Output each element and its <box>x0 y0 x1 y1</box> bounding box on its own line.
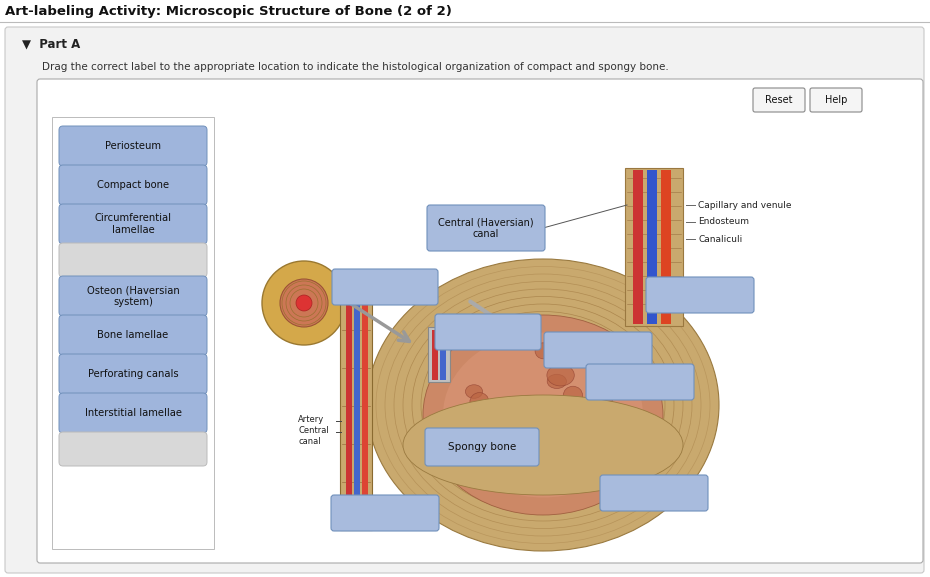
FancyBboxPatch shape <box>59 276 207 316</box>
Text: Endosteum: Endosteum <box>698 218 749 227</box>
Text: Central (Haversian)
canal: Central (Haversian) canal <box>438 217 534 239</box>
FancyBboxPatch shape <box>428 327 450 382</box>
FancyBboxPatch shape <box>59 165 207 205</box>
FancyBboxPatch shape <box>37 79 923 563</box>
Ellipse shape <box>547 374 566 388</box>
Ellipse shape <box>517 396 539 412</box>
FancyBboxPatch shape <box>346 277 352 525</box>
Ellipse shape <box>478 417 505 428</box>
Text: Periosteum: Periosteum <box>105 141 161 151</box>
Text: ▼  Part A: ▼ Part A <box>22 38 80 51</box>
Text: Artery: Artery <box>298 415 325 424</box>
FancyBboxPatch shape <box>600 475 708 511</box>
Ellipse shape <box>367 259 719 551</box>
Ellipse shape <box>547 365 575 386</box>
Ellipse shape <box>470 432 483 446</box>
FancyBboxPatch shape <box>354 277 360 525</box>
FancyBboxPatch shape <box>427 205 545 251</box>
FancyBboxPatch shape <box>661 170 671 324</box>
Text: Art-labeling Activity: Microscopic Structure of Bone (2 of 2): Art-labeling Activity: Microscopic Struc… <box>5 5 452 18</box>
Text: Compact bone: Compact bone <box>97 180 169 190</box>
FancyBboxPatch shape <box>52 117 214 549</box>
Ellipse shape <box>505 459 530 473</box>
Ellipse shape <box>568 455 586 466</box>
FancyBboxPatch shape <box>440 330 446 380</box>
Text: Perforating canals: Perforating canals <box>87 369 179 379</box>
FancyBboxPatch shape <box>59 243 207 277</box>
Text: Central: Central <box>298 426 328 435</box>
Ellipse shape <box>590 409 609 428</box>
FancyBboxPatch shape <box>59 315 207 355</box>
Ellipse shape <box>536 445 559 460</box>
FancyBboxPatch shape <box>425 428 539 466</box>
Ellipse shape <box>519 467 534 485</box>
FancyBboxPatch shape <box>435 314 541 350</box>
FancyBboxPatch shape <box>432 330 438 380</box>
FancyBboxPatch shape <box>646 277 754 313</box>
Text: Canaliculi: Canaliculi <box>698 234 742 243</box>
FancyBboxPatch shape <box>59 393 207 433</box>
Text: Spongy bone: Spongy bone <box>448 442 516 452</box>
Circle shape <box>296 295 312 311</box>
Ellipse shape <box>488 402 513 421</box>
Ellipse shape <box>475 403 502 413</box>
Ellipse shape <box>604 430 629 452</box>
Text: Drag the correct label to the appropriate location to indicate the histological : Drag the correct label to the appropriat… <box>42 62 669 72</box>
Ellipse shape <box>478 406 496 421</box>
Ellipse shape <box>403 395 683 495</box>
Text: Interstitial lamellae: Interstitial lamellae <box>85 408 181 418</box>
Ellipse shape <box>470 392 489 412</box>
FancyBboxPatch shape <box>332 269 438 305</box>
FancyBboxPatch shape <box>59 204 207 244</box>
FancyBboxPatch shape <box>59 432 207 466</box>
Ellipse shape <box>517 440 545 457</box>
Ellipse shape <box>443 332 643 497</box>
Ellipse shape <box>423 315 663 515</box>
FancyBboxPatch shape <box>810 88 862 112</box>
Text: Reset: Reset <box>765 95 792 105</box>
FancyBboxPatch shape <box>59 126 207 166</box>
FancyBboxPatch shape <box>753 88 805 112</box>
Ellipse shape <box>591 395 613 414</box>
FancyBboxPatch shape <box>625 168 683 326</box>
Ellipse shape <box>456 437 476 456</box>
FancyBboxPatch shape <box>647 170 657 324</box>
Ellipse shape <box>596 405 622 417</box>
Text: Capillary and venule: Capillary and venule <box>698 200 791 209</box>
FancyBboxPatch shape <box>5 27 924 573</box>
Ellipse shape <box>465 385 483 398</box>
Ellipse shape <box>564 386 582 405</box>
Text: Help: Help <box>825 95 847 105</box>
Text: Osteon (Haversian
system): Osteon (Haversian system) <box>86 285 179 307</box>
Circle shape <box>262 261 346 345</box>
Ellipse shape <box>495 402 519 417</box>
FancyBboxPatch shape <box>633 170 643 324</box>
Ellipse shape <box>535 343 551 359</box>
Circle shape <box>280 279 328 327</box>
FancyBboxPatch shape <box>59 354 207 394</box>
FancyBboxPatch shape <box>340 272 372 530</box>
FancyBboxPatch shape <box>331 495 439 531</box>
FancyBboxPatch shape <box>362 277 368 525</box>
Text: Circumferential
lamellae: Circumferential lamellae <box>95 213 171 235</box>
FancyBboxPatch shape <box>544 332 652 368</box>
Text: canal: canal <box>298 437 321 446</box>
FancyBboxPatch shape <box>586 364 694 400</box>
Text: Bone lamellae: Bone lamellae <box>98 330 168 340</box>
